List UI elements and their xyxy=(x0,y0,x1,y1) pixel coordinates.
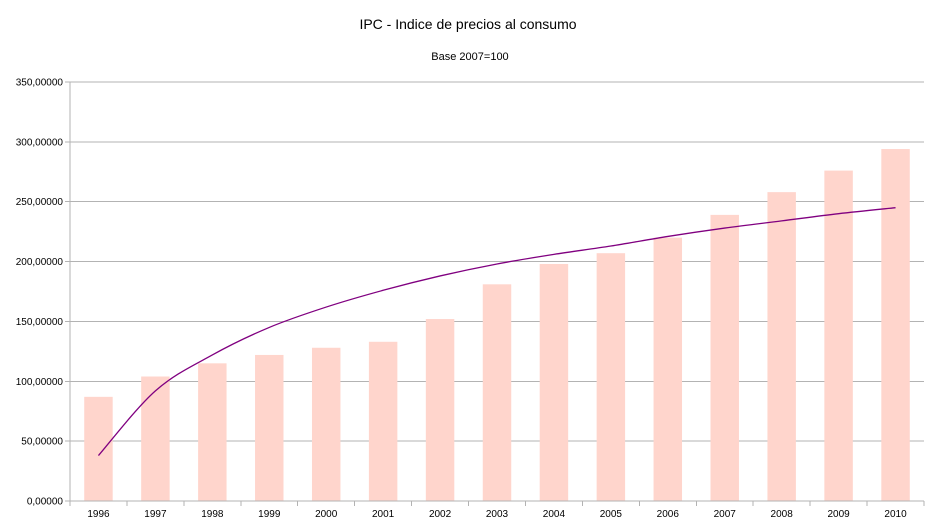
x-tick-label-2006: 2006 xyxy=(657,509,680,520)
bar-2010 xyxy=(881,149,910,502)
bar-1996 xyxy=(84,396,113,501)
x-tick-label-2007: 2007 xyxy=(714,509,737,520)
bar-2001 xyxy=(368,341,398,501)
y-axis-ticks: 0,00000 50,00000 100,00000 150,00000 200,000… xyxy=(16,78,64,508)
y-tick-label-1: 50,00000 xyxy=(21,437,63,448)
y-tick-label-3: 150,00000 xyxy=(16,317,64,328)
bar-2004 xyxy=(539,263,569,501)
x-tick-label-2005: 2005 xyxy=(600,509,623,520)
x-tick-label-2009: 2009 xyxy=(827,509,850,520)
y-tick-label-7: 350,00000 xyxy=(16,78,64,89)
chart-subtitle: Base 2007=100 xyxy=(431,51,508,63)
y-tick-label-2: 100,00000 xyxy=(16,377,64,388)
x-tick-label-1997: 1997 xyxy=(144,509,167,520)
bar-2007 xyxy=(710,214,739,501)
bar-series xyxy=(84,149,910,502)
y-tick-label-4: 200,00000 xyxy=(16,257,64,268)
bar-2006 xyxy=(653,237,683,501)
x-tick-label-2002: 2002 xyxy=(429,509,452,520)
x-tick-label-2008: 2008 xyxy=(771,509,794,520)
y-tick-label-5: 250,00000 xyxy=(16,197,64,208)
x-tick-label-2000: 2000 xyxy=(315,509,338,520)
chart-title: IPC - Indice de precios al consumo xyxy=(359,16,576,32)
x-tick-label-1998: 1998 xyxy=(201,509,224,520)
x-tick-label-1996: 1996 xyxy=(87,509,110,520)
axes xyxy=(65,81,925,506)
bar-2005 xyxy=(596,253,626,501)
bar-2009 xyxy=(824,170,853,502)
x-tick-label-2003: 2003 xyxy=(486,509,509,520)
bar-2002 xyxy=(425,319,455,501)
y-tick-label-6: 300,00000 xyxy=(16,137,64,148)
bar-2003 xyxy=(482,284,512,501)
bar-2000 xyxy=(311,347,341,501)
trend-line-series xyxy=(97,207,896,456)
x-tick-label-2010: 2010 xyxy=(884,509,907,520)
bar-1997 xyxy=(141,376,170,501)
y-tick-label-0: 0,00000 xyxy=(27,497,64,508)
bar-2008 xyxy=(767,192,796,501)
trend-line xyxy=(97,207,896,456)
bar-1999 xyxy=(255,354,284,501)
x-tick-label-2004: 2004 xyxy=(543,509,566,520)
bar-1998 xyxy=(198,363,227,501)
x-tick-label-1999: 1999 xyxy=(258,509,281,520)
x-tick-label-2001: 2001 xyxy=(372,509,395,520)
x-axis-ticks: 1996 1997 1998 1999 2000 2001 2002 2003 2004 2005… xyxy=(87,509,907,520)
